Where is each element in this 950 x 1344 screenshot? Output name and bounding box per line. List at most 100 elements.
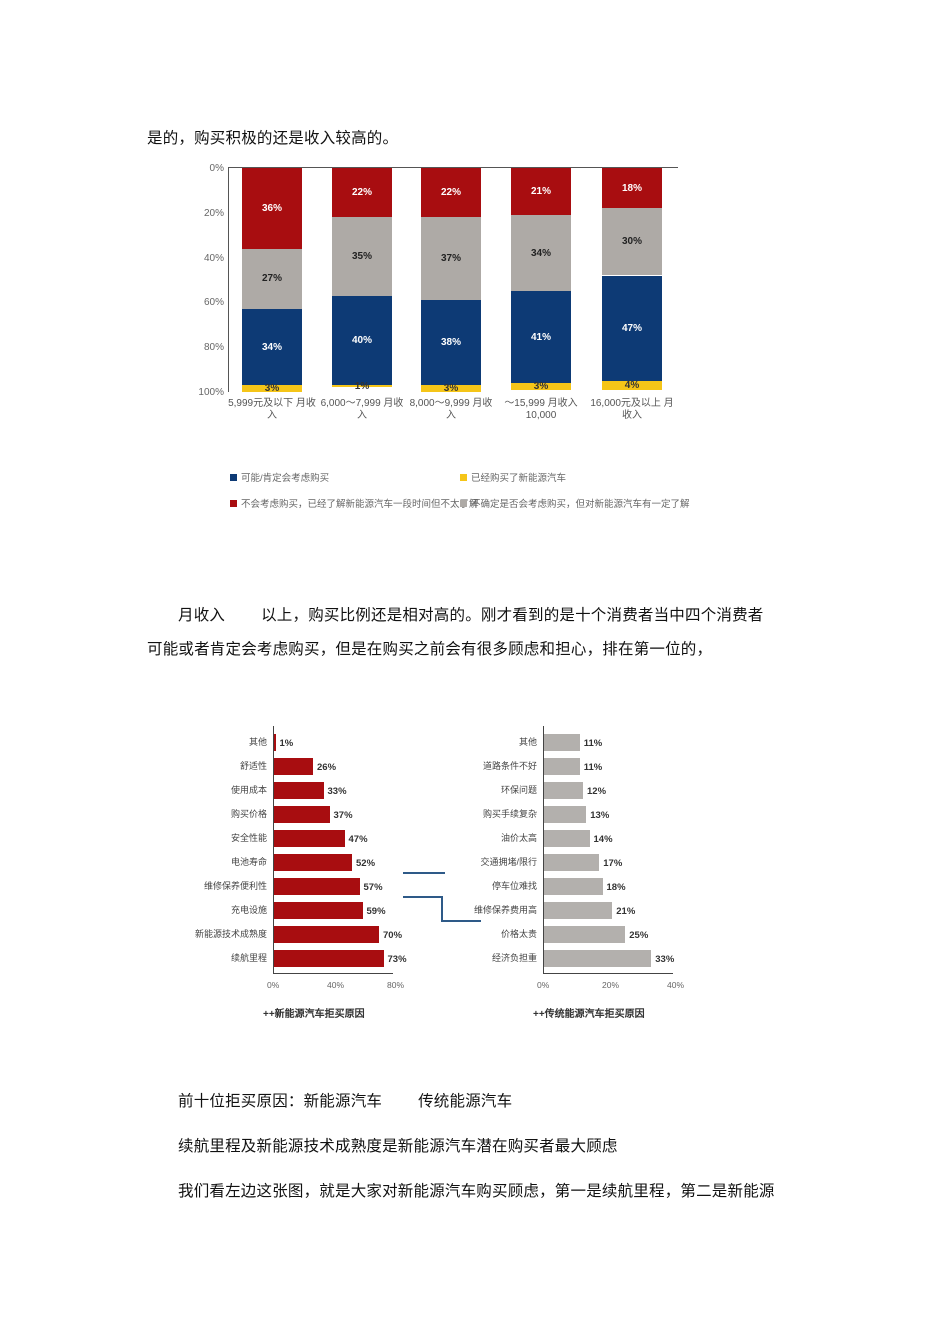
y-tick-label: 20% [203, 207, 224, 219]
category-label: ～15,999 月收入10,000 [504, 398, 578, 421]
bar-value-label: 12% [587, 786, 607, 797]
category-label: 停车位难找 [491, 881, 537, 891]
bar-segment: 34% [242, 309, 302, 386]
paragraph-6: 我们看左边这张图，就是大家对新能源汽车购买顾虑，第一是续航里程，第二是新能源 [178, 1182, 775, 1200]
category-label: 8,000～9,999 月收入 [409, 398, 493, 421]
connector-line-top [403, 872, 445, 874]
segment-value-label: 40% [351, 334, 372, 346]
segment-value-label: 4% [624, 379, 640, 391]
bar [274, 950, 384, 967]
connector-line-bottom-v [441, 896, 443, 922]
legend-label: 可能/肯定会考虑购买 [241, 473, 330, 484]
category-label: 使用成本 [230, 785, 267, 795]
bar-value-label: 52% [356, 858, 376, 869]
legend-label: 不确定是否会考虑购买，但对新能源汽车有一定了解 [471, 499, 690, 510]
segment-value-label: 47% [621, 322, 642, 334]
legend-item: 可能/肯定会考虑购买 [230, 470, 329, 484]
bar [274, 926, 379, 943]
segment-value-label: 1% [354, 380, 370, 392]
x-tick-label: 40% [667, 980, 685, 990]
category-label: 16,000元及以上 月收入 [590, 398, 674, 421]
y-tick-label: 40% [203, 252, 224, 264]
bar-value-label: 11% [583, 762, 603, 773]
paragraph-2-rest: 以上，购买比例还是相对高的。刚才看到的是十个消费者当中四个消费者 [261, 606, 764, 624]
bar-value-label: 70% [383, 930, 403, 941]
category-label: 6,000～7,999 月收入 [320, 398, 404, 421]
y-tick-label: 100% [198, 387, 224, 398]
segment-value-label: 35% [351, 250, 372, 262]
category-label: 经济负担重 [491, 953, 537, 963]
bar-segment: 36% [242, 168, 302, 249]
bar [544, 758, 580, 775]
bar [544, 950, 652, 967]
x-tick-label: 80% [387, 980, 405, 990]
bar [274, 806, 330, 823]
x-axis [543, 973, 673, 974]
segment-value-label: 30% [621, 236, 642, 248]
legend-label: 不会考虑购买，已经了解新能源汽车一段时间但不太了解 [241, 499, 479, 510]
category-label: 维修保养便利性 [203, 881, 267, 891]
legend-item: 已经购买了新能源汽车 [460, 470, 566, 484]
bar-value-label: 59% [366, 906, 386, 917]
bar-segment: 21% [511, 168, 571, 216]
bar-value-label: 13% [590, 810, 610, 821]
y-tick-label: 60% [203, 297, 224, 309]
category-label: 电池寿命 [230, 857, 267, 867]
segment-value-label: 3% [264, 383, 280, 395]
paragraph-4: 前十位拒买原因：新能源汽车 传统能源汽车 [178, 1090, 512, 1112]
bar [274, 758, 313, 775]
connector-line-bottom-h2 [441, 920, 481, 922]
stacked-bar: 22% 37% 38% 3% [421, 168, 481, 395]
bar-value-label: 11% [583, 738, 603, 749]
bar-segment: 27% [242, 248, 302, 310]
category-label: 交通拥堵/限行 [480, 857, 537, 867]
segment-value-label: 3% [443, 383, 459, 395]
bar-segment: 3% [242, 383, 302, 395]
category-label: 维修保养费用高 [473, 905, 537, 915]
bar [274, 902, 363, 919]
bar-segment: 4% [602, 379, 662, 391]
paragraph-4-new-energy: 前十位拒买原因：新能源汽车 [178, 1092, 383, 1110]
category-label: 续航里程 [230, 953, 267, 963]
bar-segment: 3% [511, 381, 571, 392]
bar-value-label: 47% [348, 834, 368, 845]
bar [274, 782, 324, 799]
bar-segment: 41% [511, 291, 571, 384]
bar-value-label: 33% [655, 954, 675, 965]
category-label: 价格太贵 [500, 929, 537, 939]
x-tick-label: 0% [537, 980, 550, 990]
category-label: 新能源技术成熟度 [194, 929, 267, 939]
segment-value-label: 36% [261, 202, 282, 214]
segment-value-label: 37% [440, 253, 461, 265]
bar-value-label: 26% [317, 762, 337, 773]
stacked-bar: 22% 35% 40% 1% [332, 168, 392, 392]
stacked-bar: 18% 30% 47% 4% [602, 168, 662, 392]
legend-item: 不确定是否会考虑购买，但对新能源汽车有一定了解 [460, 496, 690, 510]
segment-value-label: 18% [621, 182, 642, 194]
paragraph-5: 续航里程及新能源技术成熟度是新能源汽车潜在购买者最大顾虑 [178, 1137, 618, 1155]
x-axis [273, 973, 393, 974]
y-tick-label: 0% [209, 163, 224, 174]
stacked-bar: 21% 34% 41% 3% [511, 168, 571, 392]
bar-segment: 18% [602, 168, 662, 209]
bar-segment: 1% [332, 381, 392, 392]
segment-value-label: 27% [261, 273, 282, 285]
bar-value-label: 73% [387, 954, 407, 965]
traditional-reasons-chart: 33% 经济负担重 25% 价格太贵 21% 维修保养费用高 18% 停车位难找 17% 交通拥堵… [440, 690, 690, 1020]
segment-value-label: 21% [530, 186, 551, 198]
category-label: 其他 [518, 737, 537, 747]
chart-title: ++新能源汽车拒买原因 [263, 1009, 365, 1020]
y-axis [228, 168, 229, 392]
connector-line-bottom-h1 [403, 896, 443, 898]
category-label: 充电设施 [230, 905, 267, 915]
bar-segment: 38% [421, 300, 481, 386]
category-label: 安全性能 [230, 833, 267, 843]
bar-value-label: 21% [616, 906, 636, 917]
category-label: 5,999元及以下 月收入 [228, 398, 316, 421]
x-tick-label: 0% [267, 980, 280, 990]
bar-value-label: 37% [333, 810, 353, 821]
income-stacked-bar-chart: 0% 20% 40% 60% 80% 100% 36% 27% 34% 3% 5,999元及以下 月… [170, 162, 690, 522]
bar-value-label: 18% [606, 882, 626, 893]
bar-value-label: 57% [363, 882, 383, 893]
segment-value-label: 34% [261, 341, 282, 353]
